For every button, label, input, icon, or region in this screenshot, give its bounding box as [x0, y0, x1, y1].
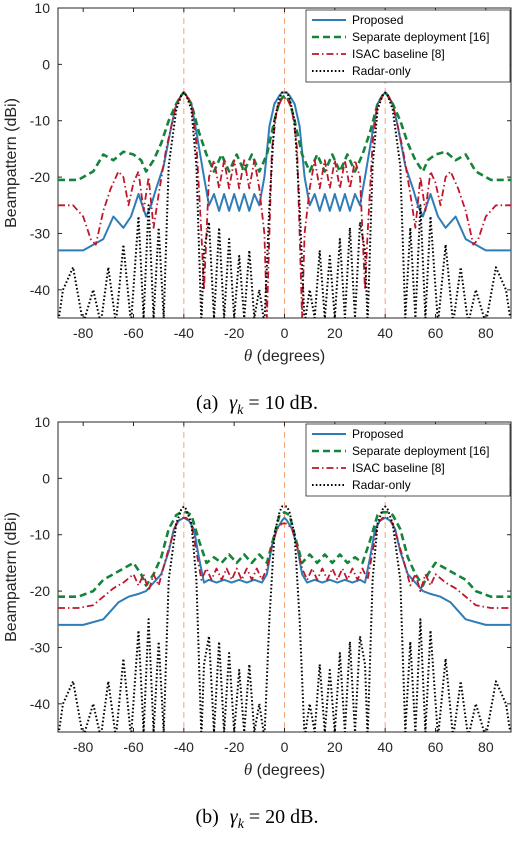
- caption-symbol: γ: [230, 806, 239, 828]
- x-tick-label: 80: [478, 739, 494, 755]
- caption-tag: (a): [196, 392, 223, 414]
- legend-entry: Separate deployment [16]: [352, 444, 489, 458]
- y-tick-label: -20: [30, 169, 50, 185]
- legend-entry: Radar-only: [352, 64, 411, 78]
- y-tick-label: 0: [42, 470, 50, 486]
- caption-tag: (b): [195, 806, 223, 828]
- legend-entry: ISAC baseline [8]: [352, 461, 445, 475]
- x-axis-unit: (degrees): [252, 762, 325, 779]
- x-axis-label: θ (degrees): [244, 346, 325, 365]
- x-tick-label: 60: [428, 325, 444, 341]
- caption-subscript: k: [237, 403, 244, 418]
- x-axis-symbol: θ: [244, 346, 252, 365]
- x-tick-label: 0: [281, 739, 289, 755]
- y-tick-label: -40: [30, 282, 50, 298]
- beampattern-chart-a: -80 -60 -40 -20 0 20 40 60 80100-10-20-30-40Prop…: [3, 0, 512, 418]
- series-group: [58, 91, 511, 318]
- figure-caption: (a) γk = 10 dB.: [196, 392, 318, 418]
- caption-value: = 20 dB.: [244, 806, 319, 828]
- x-tick-label: 0: [281, 325, 289, 341]
- x-tick-label: 20: [327, 325, 343, 341]
- x-axis-unit: (degrees): [252, 348, 325, 365]
- figure-caption: (b) γk = 20 dB.: [195, 806, 318, 832]
- y-axis-label: Beampattern (dBi): [3, 512, 20, 642]
- x-tick-label: -40: [174, 325, 194, 341]
- x-tick-label: 20: [327, 739, 343, 755]
- caption-value: = 10 dB.: [243, 392, 318, 414]
- y-tick-label: -30: [30, 639, 50, 655]
- x-tick-label: -80: [73, 325, 93, 341]
- y-tick-label: -10: [30, 113, 50, 129]
- series-line-isac-baseline-8: [58, 91, 511, 318]
- x-axis-label: θ (degrees): [244, 760, 325, 779]
- caption-symbol: γ: [229, 392, 238, 414]
- legend-entry: ISAC baseline [8]: [352, 47, 445, 61]
- x-tick-label: 40: [377, 325, 393, 341]
- x-axis-symbol: θ: [244, 760, 252, 779]
- x-tick-label: -60: [123, 325, 143, 341]
- series-line-isac-baseline-8: [58, 516, 511, 609]
- legend-entry: Separate deployment [16]: [352, 30, 489, 44]
- series-line-separate-deployment-16: [58, 510, 511, 598]
- y-axis-label: Beampattern (dBi): [3, 98, 20, 228]
- y-tick-label: 10: [34, 0, 50, 16]
- y-tick-label: 10: [34, 414, 50, 430]
- x-tick-label: 40: [377, 739, 393, 755]
- x-tick-label: 80: [478, 325, 494, 341]
- x-tick-label: -20: [224, 739, 244, 755]
- legend-entry: Radar-only: [352, 478, 411, 492]
- x-tick-label: -40: [174, 739, 194, 755]
- y-tick-label: -40: [30, 696, 50, 712]
- x-tick-label: 60: [428, 739, 444, 755]
- legend-entry: Proposed: [352, 13, 403, 27]
- caption-subscript: k: [238, 817, 245, 832]
- x-tick-label: -60: [123, 739, 143, 755]
- y-tick-label: -20: [30, 583, 50, 599]
- y-tick-label: -30: [30, 225, 50, 241]
- x-tick-label: -20: [224, 325, 244, 341]
- x-tick-label: -80: [73, 739, 93, 755]
- y-tick-label: -10: [30, 527, 50, 543]
- y-tick-label: 0: [42, 56, 50, 72]
- series-group: [58, 505, 511, 732]
- legend-entry: Proposed: [352, 427, 403, 441]
- beampattern-chart-b: -80 -60 -40 -20 0 20 40 60 80100-10-20-30-40Prop…: [3, 414, 512, 832]
- series-line-separate-deployment-16: [58, 91, 511, 182]
